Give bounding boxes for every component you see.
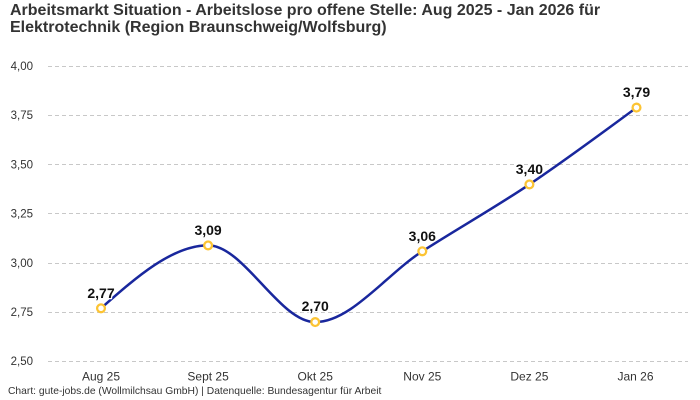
svg-text:Dez 25: Dez 25 (510, 370, 548, 384)
svg-text:Aug 25: Aug 25 (82, 370, 120, 384)
svg-text:Sept 25: Sept 25 (187, 370, 229, 384)
svg-text:3,00: 3,00 (11, 258, 33, 270)
svg-text:3,06: 3,06 (409, 228, 436, 244)
svg-text:3,50: 3,50 (11, 159, 33, 171)
svg-text:Nov 25: Nov 25 (403, 370, 441, 384)
svg-text:2,77: 2,77 (87, 285, 114, 301)
svg-text:2,70: 2,70 (302, 298, 329, 314)
svg-text:3,75: 3,75 (11, 110, 33, 122)
svg-text:3,79: 3,79 (623, 84, 650, 100)
svg-text:2,75: 2,75 (11, 307, 33, 319)
svg-text:4,00: 4,00 (11, 61, 33, 73)
svg-text:2,50: 2,50 (11, 356, 33, 368)
svg-text:Jan 26: Jan 26 (617, 370, 653, 384)
svg-text:3,09: 3,09 (194, 222, 221, 238)
svg-text:3,40: 3,40 (516, 161, 543, 177)
svg-text:3,25: 3,25 (11, 209, 33, 221)
svg-text:Okt 25: Okt 25 (298, 370, 334, 384)
